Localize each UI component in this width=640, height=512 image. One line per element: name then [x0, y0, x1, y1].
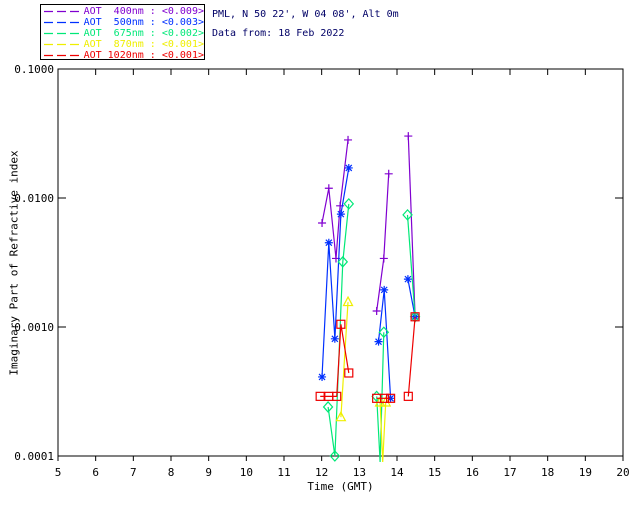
- legend-item-870nm: AOT 870nm : <0.001>: [44, 39, 204, 50]
- x-tick-label: 15: [428, 466, 441, 479]
- marker-diamond: [337, 255, 349, 268]
- legend-line-swatch: [44, 21, 80, 24]
- x-tick-label: 19: [579, 466, 592, 479]
- marker-diamond: [329, 450, 341, 462]
- marker-diamond: [343, 198, 355, 210]
- series-line: [379, 402, 387, 463]
- y-tick-label: 0.0100: [14, 192, 54, 205]
- x-tick-label: 7: [130, 466, 137, 479]
- marker-diamond: [322, 401, 334, 413]
- series-aot-500nm: [318, 163, 420, 403]
- x-tick-label: 11: [277, 466, 290, 479]
- legend-item-1020nm: AOT 1020nm : <0.001>: [44, 50, 204, 61]
- x-tick-label: 16: [466, 466, 479, 479]
- marker-square: [385, 393, 396, 403]
- marker-plus: [344, 135, 353, 144]
- marker-square: [332, 391, 342, 401]
- marker-square: [379, 393, 390, 403]
- x-tick-label: 20: [616, 466, 629, 479]
- legend-item-label: AOT 870nm : <0.001>: [83, 39, 204, 50]
- x-tick-label: 8: [168, 466, 175, 479]
- legend-item-label: AOT 400nm : <0.009>: [83, 6, 204, 17]
- marker-square: [315, 391, 325, 401]
- series-line: [407, 136, 416, 317]
- series-line: [406, 214, 416, 317]
- marker-square: [336, 319, 346, 329]
- x-tick-label: 14: [390, 466, 404, 479]
- x-tick-label: 9: [205, 466, 212, 479]
- marker-asterisk: [374, 337, 383, 346]
- plot-frame: [57, 68, 624, 457]
- legend-item-label: AOT 500nm : <0.003>: [83, 17, 204, 28]
- series-line: [320, 324, 350, 397]
- marker-asterisk: [336, 210, 345, 219]
- x-tick-label: 6: [92, 466, 99, 479]
- station-location-text: PML, N 50 22', W 04 08', Alt 0m: [212, 9, 399, 20]
- marker-diamond: [402, 208, 413, 221]
- series-aot-400nm: [318, 132, 420, 321]
- marker-square: [344, 368, 354, 378]
- y-axis-title: Imaginary Part of Refractive index: [7, 150, 21, 376]
- marker-plus: [372, 307, 381, 316]
- series-line: [376, 332, 385, 463]
- y-tick-label: 0.1000: [14, 63, 54, 76]
- marker-asterisk: [344, 163, 353, 172]
- marker-plus: [324, 184, 333, 193]
- legend-line-swatch: [44, 10, 80, 13]
- legend-item-675nm: AOT 675nm : <0.002>: [44, 28, 204, 39]
- legend-line-swatch: [44, 43, 80, 46]
- legend-line-swatch: [44, 54, 80, 57]
- x-tick-label: 13: [353, 466, 366, 479]
- marker-asterisk: [318, 372, 327, 381]
- chart-header: PML, N 50 22', W 04 08', Alt 0m Data fro…: [212, 5, 399, 43]
- marker-plus: [379, 254, 388, 263]
- x-tick-label: 18: [541, 466, 554, 479]
- marker-plus: [384, 169, 393, 178]
- legend-item-500nm: AOT 500nm : <0.003>: [44, 17, 204, 28]
- marker-square: [403, 391, 413, 401]
- marker-triangle: [342, 295, 354, 307]
- x-tick-label: 5: [55, 466, 62, 479]
- marker-triangle: [335, 410, 347, 422]
- x-tick-label: 10: [240, 466, 253, 479]
- marker-plus: [318, 219, 327, 228]
- marker-asterisk: [403, 275, 412, 284]
- legend-box: AOT 400nm : <0.009> AOT 500nm : <0.003> AO…: [40, 4, 205, 61]
- marker-asterisk: [380, 285, 389, 294]
- series-aot-1020nm: [315, 312, 420, 403]
- y-tick-label: 0.0010: [14, 321, 54, 334]
- legend-item-400nm: AOT 400nm : <0.009>: [44, 6, 204, 17]
- marker-plus: [404, 132, 413, 141]
- x-tick-label: 12: [315, 466, 328, 479]
- marker-asterisk: [324, 238, 333, 247]
- marker-asterisk: [330, 334, 339, 343]
- series-line: [407, 316, 416, 397]
- x-tick-label: 17: [503, 466, 516, 479]
- data-date-text: Data from: 18 Feb 2022: [212, 28, 345, 39]
- legend-line-swatch: [44, 32, 80, 35]
- legend-item-label: AOT 1020nm : <0.001>: [83, 50, 204, 61]
- series-line: [340, 302, 349, 418]
- marker-diamond: [378, 326, 390, 339]
- legend-item-label: AOT 675nm : <0.002>: [83, 28, 204, 39]
- x-axis-title: Time (GMT): [307, 480, 374, 493]
- marker-square: [410, 312, 420, 322]
- y-tick-label: 0.0001: [14, 450, 54, 463]
- series-line: [407, 278, 416, 317]
